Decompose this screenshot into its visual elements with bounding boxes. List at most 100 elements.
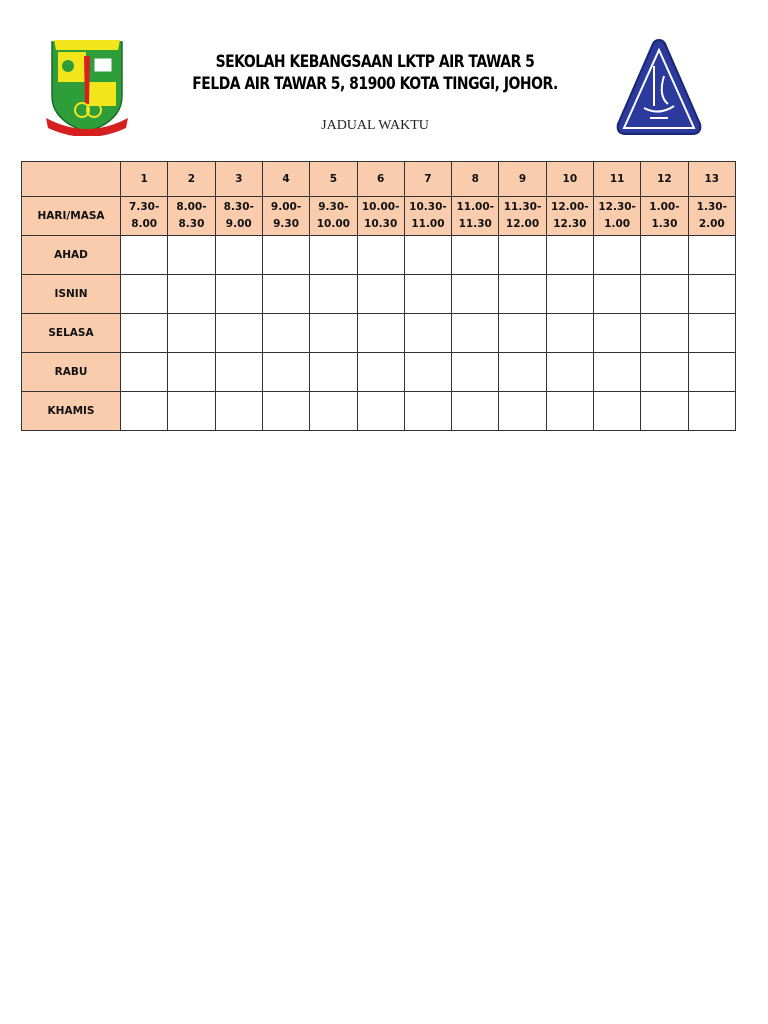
timetable-cell[interactable] xyxy=(498,274,547,314)
time-start: 11.30- xyxy=(503,201,542,213)
day-row: RABU xyxy=(20,352,737,392)
timetable-cell[interactable] xyxy=(261,313,311,353)
timetable-cell[interactable] xyxy=(640,274,689,314)
time-end: 11.00 xyxy=(411,218,445,230)
time-end: 11.30 xyxy=(458,218,492,230)
timetable-cell[interactable] xyxy=(214,391,263,431)
timetable-cell[interactable] xyxy=(214,274,263,314)
time-end: 1.30 xyxy=(651,218,678,230)
timetable-cell[interactable] xyxy=(592,235,642,275)
timetable-cell[interactable] xyxy=(356,391,405,431)
timetable-cell[interactable] xyxy=(640,313,689,353)
period-number: 12 xyxy=(640,161,689,197)
timetable-cell[interactable] xyxy=(356,352,405,392)
timetable-cell[interactable] xyxy=(545,274,594,314)
timetable-cell[interactable] xyxy=(403,235,453,275)
timetable-cell[interactable] xyxy=(261,235,311,275)
timetable-cell[interactable] xyxy=(214,235,263,275)
time-end: 10.00 xyxy=(316,218,350,230)
timetable-cell[interactable] xyxy=(545,391,594,431)
timetable-cell[interactable] xyxy=(592,391,642,431)
timetable-cell[interactable] xyxy=(687,313,737,353)
period-number: 2 xyxy=(167,161,216,197)
time-slot: 10.30- 11.00 xyxy=(403,196,453,236)
timetable-cell[interactable] xyxy=(120,274,169,314)
timetable-cell[interactable] xyxy=(120,391,169,431)
period-number: 8 xyxy=(451,161,500,197)
timetable-cell[interactable] xyxy=(309,235,358,275)
time-start: 9.30- xyxy=(318,201,349,213)
timetable-cell[interactable] xyxy=(592,313,642,353)
timetable-cell[interactable] xyxy=(687,274,737,314)
timetable-cell[interactable] xyxy=(120,352,169,392)
time-end: 8.30 xyxy=(178,218,205,230)
time-start: 12.30- xyxy=(598,201,636,213)
timetable-cell[interactable] xyxy=(687,391,737,431)
timetable-cell[interactable] xyxy=(687,235,737,275)
timetable-cell[interactable] xyxy=(451,235,500,275)
timetable-cell[interactable] xyxy=(592,352,642,392)
timetable-cell[interactable] xyxy=(120,235,169,275)
time-slot: 9.00- 9.30 xyxy=(261,196,311,236)
timetable-cell[interactable] xyxy=(403,274,453,314)
timetable-cell[interactable] xyxy=(261,352,311,392)
day-row: KHAMIS xyxy=(20,391,737,431)
timetable-cell[interactable] xyxy=(592,274,642,314)
timetable-cell[interactable] xyxy=(545,313,594,353)
time-slot: 1.00- 1.30 xyxy=(640,196,689,236)
timetable-cell[interactable] xyxy=(545,235,594,275)
blank-header-cell xyxy=(20,161,122,197)
time-slot: 8.00- 8.30 xyxy=(167,196,216,236)
day-row: AHAD xyxy=(20,235,737,275)
timetable-cell[interactable] xyxy=(120,313,169,353)
timetable-cell[interactable] xyxy=(403,352,453,392)
timetable-cell[interactable] xyxy=(167,352,216,392)
timetable-cell[interactable] xyxy=(498,352,547,392)
timetable-cell[interactable] xyxy=(261,391,311,431)
timetable-cell[interactable] xyxy=(356,313,405,353)
timetable-cell[interactable] xyxy=(309,352,358,392)
timetable-cell[interactable] xyxy=(451,274,500,314)
timetable-cell[interactable] xyxy=(356,235,405,275)
timetable-cell[interactable] xyxy=(687,352,737,392)
time-start: 10.00- xyxy=(361,201,400,213)
time-start: 8.30- xyxy=(223,201,254,213)
day-row: ISNIN xyxy=(20,274,737,314)
timetable-cell[interactable] xyxy=(167,235,216,275)
school-name: SEKOLAH KEBANGSAAN LKTP AIR TAWAR 5 xyxy=(215,52,535,72)
timetable-cell[interactable] xyxy=(640,235,689,275)
period-number: 4 xyxy=(261,161,311,197)
timetable-cell[interactable] xyxy=(498,391,547,431)
timetable-cell[interactable] xyxy=(403,391,453,431)
timetable-cell[interactable] xyxy=(261,274,311,314)
day-label: KHAMIS xyxy=(20,391,122,431)
timetable-cell[interactable] xyxy=(214,313,263,353)
time-end: 12.30 xyxy=(553,218,587,230)
timetable-cell[interactable] xyxy=(451,352,500,392)
timetable-cell[interactable] xyxy=(498,313,547,353)
timetable-cell[interactable] xyxy=(451,391,500,431)
timetable-cell[interactable] xyxy=(403,313,453,353)
timetable-cell[interactable] xyxy=(309,274,358,314)
timetable-cell[interactable] xyxy=(640,391,689,431)
timetable-cell[interactable] xyxy=(167,391,216,431)
time-slot: 1.30- 2.00 xyxy=(687,196,737,236)
timetable-cell[interactable] xyxy=(167,274,216,314)
timetable-cell[interactable] xyxy=(309,391,358,431)
time-slot: 11.30- 12.00 xyxy=(498,196,547,236)
time-slot: 12.30- 1.00 xyxy=(592,196,642,236)
time-start: 9.00- xyxy=(270,201,302,213)
timetable-cell[interactable] xyxy=(356,274,405,314)
time-end: 1.00 xyxy=(604,218,631,230)
timetable-cell[interactable] xyxy=(640,352,689,392)
timetable-cell[interactable] xyxy=(309,313,358,353)
timetable-cell[interactable] xyxy=(545,352,594,392)
timetable-cell[interactable] xyxy=(214,352,263,392)
period-number: 1 xyxy=(120,161,169,197)
timetable-cell[interactable] xyxy=(498,235,547,275)
period-number: 6 xyxy=(356,161,405,197)
time-end: 2.00 xyxy=(698,218,725,230)
time-start: 12.00- xyxy=(551,201,589,213)
timetable-cell[interactable] xyxy=(167,313,216,353)
timetable-cell[interactable] xyxy=(451,313,500,353)
